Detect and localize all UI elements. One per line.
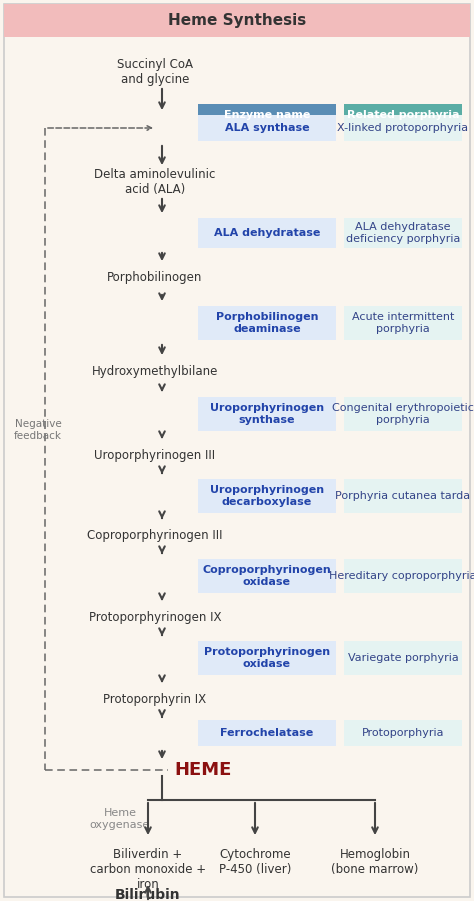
Text: Succinyl CoA
and glycine: Succinyl CoA and glycine: [117, 58, 193, 86]
Text: Related porphyria: Related porphyria: [347, 110, 459, 120]
Text: HEME: HEME: [174, 761, 231, 779]
Text: Protoporphyrinogen
oxidase: Protoporphyrinogen oxidase: [204, 647, 330, 669]
Text: Negative
feedback: Negative feedback: [14, 419, 62, 441]
Text: Porphobilinogen
deaminase: Porphobilinogen deaminase: [216, 313, 318, 333]
Text: Delta aminolevulinic
acid (ALA): Delta aminolevulinic acid (ALA): [94, 168, 216, 196]
Text: Ferrochelatase: Ferrochelatase: [220, 728, 314, 738]
Bar: [344, 720, 462, 746]
Text: Coproporphyrinogen
oxidase: Coproporphyrinogen oxidase: [202, 565, 331, 587]
Bar: [344, 104, 462, 126]
Text: Hydroxymethylbilane: Hydroxymethylbilane: [92, 366, 218, 378]
Text: ALA dehydratase
deficiency porphyria: ALA dehydratase deficiency porphyria: [346, 223, 460, 244]
Bar: [198, 641, 336, 675]
Text: Porphobilinogen: Porphobilinogen: [107, 271, 203, 285]
Bar: [344, 641, 462, 675]
Text: Variegate porphyria: Variegate porphyria: [347, 653, 458, 663]
Text: Protoporphyrinogen IX: Protoporphyrinogen IX: [89, 612, 221, 624]
Text: Enzyme name: Enzyme name: [224, 110, 310, 120]
Text: Heme Synthesis: Heme Synthesis: [168, 14, 306, 29]
Bar: [4, 4, 470, 37]
Text: Heme
oxygenase: Heme oxygenase: [90, 808, 150, 830]
Bar: [344, 218, 462, 248]
Text: Biliverdin +
carbon monoxide +
iron: Biliverdin + carbon monoxide + iron: [90, 848, 206, 891]
Text: Protoporphyria: Protoporphyria: [362, 728, 444, 738]
Bar: [344, 397, 462, 431]
Text: Uroporphyrinogen
synthase: Uroporphyrinogen synthase: [210, 404, 324, 424]
Bar: [344, 306, 462, 340]
Text: Protoporphyrin IX: Protoporphyrin IX: [103, 694, 207, 706]
Text: Porphyria cutanea tarda: Porphyria cutanea tarda: [336, 491, 471, 501]
Text: ALA synthase: ALA synthase: [225, 123, 310, 133]
Bar: [344, 479, 462, 513]
Text: ALA dehydratase: ALA dehydratase: [214, 228, 320, 238]
Text: X-linked protoporphyria: X-linked protoporphyria: [337, 123, 469, 133]
Bar: [198, 559, 336, 593]
Text: Acute intermittent
porphyria: Acute intermittent porphyria: [352, 313, 454, 333]
Bar: [198, 306, 336, 340]
Bar: [344, 559, 462, 593]
Text: Hemoglobin
(bone marrow): Hemoglobin (bone marrow): [331, 848, 419, 876]
Bar: [198, 115, 336, 141]
Bar: [198, 720, 336, 746]
Bar: [198, 479, 336, 513]
Bar: [198, 104, 336, 126]
Bar: [198, 218, 336, 248]
Text: Uroporphyrinogen III: Uroporphyrinogen III: [94, 450, 216, 462]
Text: Hereditary coproporphyria: Hereditary coproporphyria: [329, 571, 474, 581]
Text: Congenital erythropoietic
porphyria: Congenital erythropoietic porphyria: [332, 404, 474, 424]
Text: Cytochrome
P-450 (liver): Cytochrome P-450 (liver): [219, 848, 291, 876]
Text: Bilirubin: Bilirubin: [115, 888, 181, 901]
Text: Uroporphyrinogen
decarboxylase: Uroporphyrinogen decarboxylase: [210, 486, 324, 506]
Text: Coproporphyrinogen III: Coproporphyrinogen III: [87, 530, 223, 542]
Bar: [198, 397, 336, 431]
Bar: [344, 115, 462, 141]
